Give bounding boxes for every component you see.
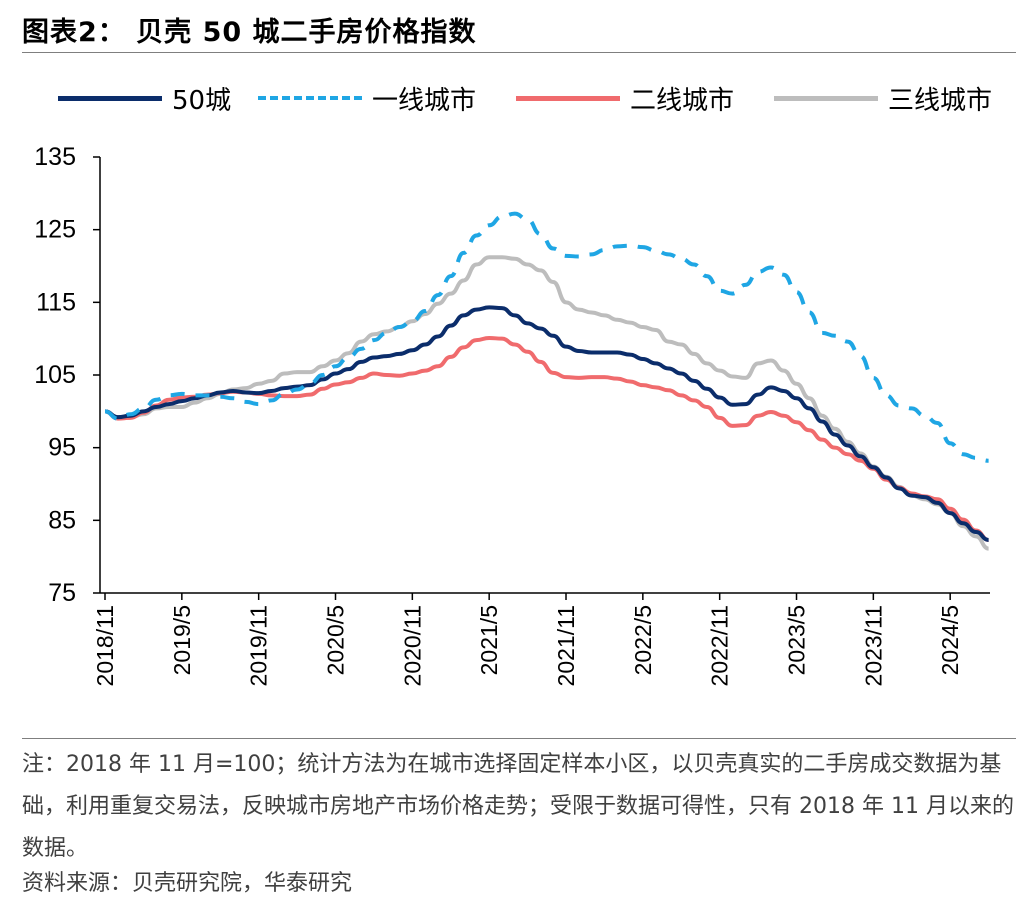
figure-title: 图表2： 贝壳 50 城二手房价格指数 xyxy=(22,17,477,48)
legend-label-tier3: 三线城市 xyxy=(888,85,993,116)
legend-item-tier3: 三线城市 xyxy=(774,78,992,118)
series-line-tier1 xyxy=(104,211,989,463)
title-divider xyxy=(22,52,1016,53)
chart-legend: 50城 一线城市 二线城市 三线城市 xyxy=(0,78,1036,118)
x-tick-label: 2024/5 xyxy=(937,605,963,675)
y-tick-label: 135 xyxy=(34,143,76,171)
x-tick-label: 2019/5 xyxy=(169,605,195,675)
chart-note: 注：2018 年 11 月=100；统计方法为在城市选择固定样本小区，以贝壳真实… xyxy=(22,752,1014,861)
x-tick-label: 2019/11 xyxy=(246,605,272,686)
line-chart: 135 125 115 105 95 85 75 2018/11 2019/5 2019/11 20… xyxy=(34,143,990,686)
x-tick-label: 2022/11 xyxy=(707,605,733,686)
legend-swatch-tier1 xyxy=(258,96,362,100)
chart-source: 资料来源：贝壳研究院，华泰研究 xyxy=(22,871,353,896)
legend-label-50city: 50城 xyxy=(172,85,232,116)
legend-item-tier2: 二线城市 xyxy=(516,78,734,118)
y-tick-label: 75 xyxy=(48,579,76,607)
x-tick-label: 2018/11 xyxy=(92,605,118,686)
legend-label-tier2: 二线城市 xyxy=(630,85,735,116)
y-tick-label: 115 xyxy=(36,288,76,316)
legend-item-50city: 50城 xyxy=(58,78,231,118)
legend-swatch-tier2 xyxy=(516,95,620,101)
x-tick-label: 2020/11 xyxy=(399,605,425,686)
legend-swatch-tier3 xyxy=(774,95,878,101)
series-line-tier3 xyxy=(104,255,990,551)
y-tick-label: 105 xyxy=(34,361,76,389)
legend-item-tier1: 一线城市 xyxy=(258,78,476,118)
x-tick-label: 2023/5 xyxy=(784,605,810,675)
series-line-50city xyxy=(104,305,989,542)
legend-swatch-50city xyxy=(58,95,162,101)
note-divider xyxy=(22,738,1016,739)
x-tick-label: 2022/5 xyxy=(630,605,656,675)
series-line-tier2 xyxy=(104,335,989,542)
y-tick-label: 95 xyxy=(48,434,76,462)
y-tick-label: 85 xyxy=(48,506,76,534)
x-tick-label: 2021/11 xyxy=(553,605,579,686)
x-tick-label: 2020/5 xyxy=(323,605,349,675)
legend-label-tier1: 一线城市 xyxy=(372,85,477,116)
x-tick-label: 2023/11 xyxy=(860,605,886,686)
y-tick-label: 125 xyxy=(34,216,76,244)
x-tick-label: 2021/5 xyxy=(476,605,502,675)
